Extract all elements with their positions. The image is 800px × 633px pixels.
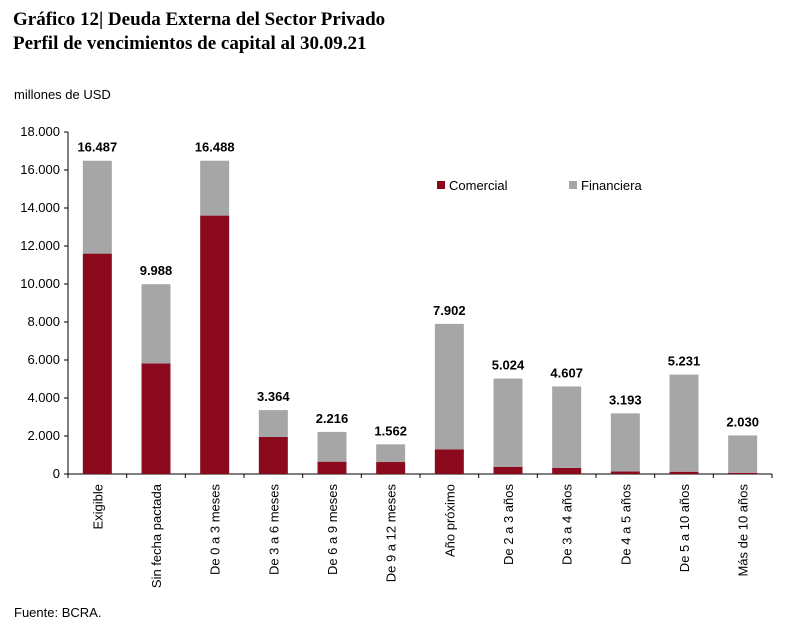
y-tick-label: 6.000 xyxy=(27,352,60,367)
x-category-label: De 9 a 12 meses xyxy=(384,484,399,583)
y-tick-label: 16.000 xyxy=(20,162,60,177)
bar-segment-comercial xyxy=(82,253,112,474)
bar-segment-comercial xyxy=(728,472,758,474)
bar-segment-financiera xyxy=(610,413,640,472)
x-category-label: Sin fecha pactada xyxy=(149,483,164,588)
bar-total-label: 3.193 xyxy=(609,392,642,407)
bar-segment-comercial xyxy=(141,363,171,474)
bar-segment-comercial xyxy=(552,467,582,474)
x-category-label: Año próximo xyxy=(442,484,457,557)
legend-swatch-financiera xyxy=(569,181,577,189)
bar-total-label: 2.216 xyxy=(316,411,349,426)
bar-total-label: 7.902 xyxy=(433,303,466,318)
bar-total-label: 16.487 xyxy=(77,140,117,155)
bar-total-label: 9.988 xyxy=(140,263,173,278)
bar-segment-financiera xyxy=(493,378,523,467)
bar-segment-financiera xyxy=(728,435,758,473)
bar-segment-comercial xyxy=(200,215,230,474)
bar-segment-financiera xyxy=(552,386,582,468)
y-tick-label: 14.000 xyxy=(20,200,60,215)
bar-total-label: 5.231 xyxy=(668,354,701,369)
bar-segment-financiera xyxy=(82,160,112,254)
x-category-label: Exigible xyxy=(90,484,105,530)
bar-segment-financiera xyxy=(376,444,406,463)
x-category-label: De 5 a 10 años xyxy=(677,484,692,573)
bar-segment-financiera xyxy=(200,160,230,216)
bar-total-label: 16.488 xyxy=(195,140,235,155)
bar-segment-comercial xyxy=(493,466,523,474)
bar-segment-comercial xyxy=(669,471,699,474)
y-axis-unit-label: millones de USD xyxy=(14,87,111,102)
bar-segment-comercial xyxy=(317,461,347,474)
bar-segment-comercial xyxy=(610,471,640,474)
y-tick-label: 4.000 xyxy=(27,390,60,405)
x-category-label: De 0 a 3 meses xyxy=(208,484,223,576)
bar-total-label: 2.030 xyxy=(726,414,759,429)
source-note: Fuente: BCRA. xyxy=(14,605,102,620)
x-category-label: De 2 a 3 años xyxy=(501,484,516,565)
chart-title-line1: Gráfico 12| Deuda Externa del Sector Pri… xyxy=(13,9,386,30)
bar-total-label: 5.024 xyxy=(492,358,525,373)
bar-segment-financiera xyxy=(258,410,288,437)
y-tick-label: 18.000 xyxy=(20,124,60,139)
y-tick-label: 2.000 xyxy=(27,428,60,443)
bar-segment-comercial xyxy=(376,462,406,474)
bar-segment-comercial xyxy=(434,449,464,474)
legend-label-financiera: Financiera xyxy=(581,178,642,193)
bar-segment-financiera xyxy=(317,431,347,462)
legend-swatch-comercial xyxy=(437,181,445,189)
bar-total-label: 1.562 xyxy=(374,423,407,438)
legend-label-comercial: Comercial xyxy=(449,178,508,193)
y-tick-label: 8.000 xyxy=(27,314,60,329)
y-tick-label: 12.000 xyxy=(20,238,60,253)
bar-segment-comercial xyxy=(258,436,288,474)
bar-segment-financiera xyxy=(669,374,699,472)
bar-total-label: 3.364 xyxy=(257,389,290,404)
chart-title-line2: Perfil de vencimientos de capital al 30.… xyxy=(13,33,367,54)
x-category-label: Más de 10 años xyxy=(736,484,751,577)
x-category-label: De 3 a 4 años xyxy=(560,484,575,565)
x-category-label: De 6 a 9 meses xyxy=(325,484,340,576)
bar-segment-financiera xyxy=(434,323,464,450)
x-category-label: De 4 a 5 años xyxy=(618,484,633,565)
y-tick-label: 0 xyxy=(53,466,60,481)
bar-total-label: 4.607 xyxy=(550,365,583,380)
y-tick-label: 10.000 xyxy=(20,276,60,291)
x-category-label: De 3 a 6 meses xyxy=(266,484,281,576)
bar-segment-financiera xyxy=(141,284,171,364)
